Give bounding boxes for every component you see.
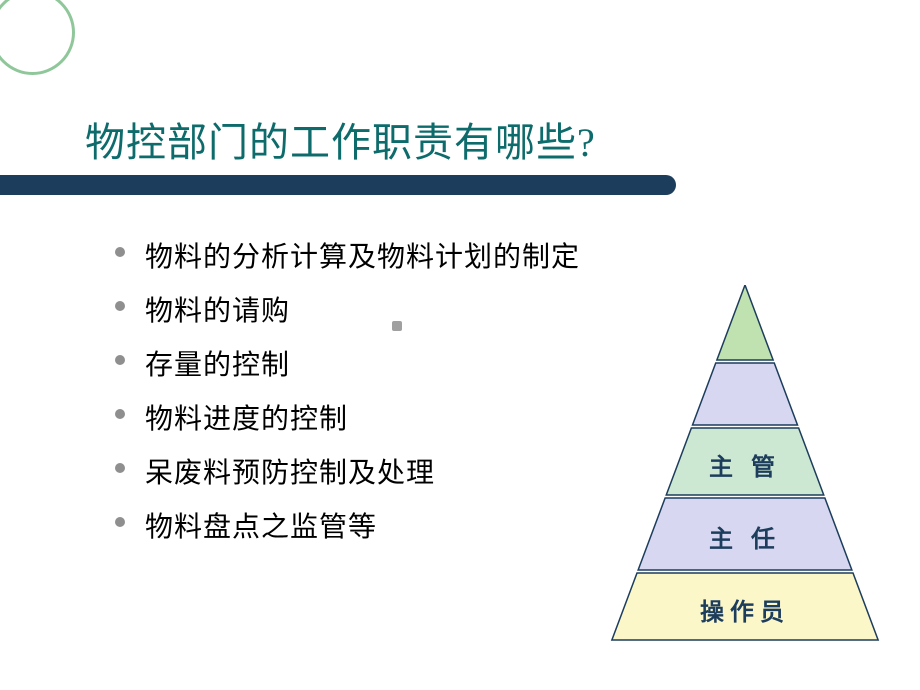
page-indicator-dot	[392, 321, 402, 331]
pyramid-diagram: 主 管主 任操作员	[610, 285, 880, 645]
bullet-item: 物料盘点之监管等	[115, 505, 580, 545]
pyramid-level-0	[717, 285, 773, 360]
bullet-list: 物料的分析计算及物料计划的制定物料的请购存量的控制物料进度的控制呆废料预防控制及…	[115, 235, 580, 559]
title-underline	[0, 175, 656, 195]
pyramid-level-1	[693, 363, 798, 425]
bullet-item: 物料的分析计算及物料计划的制定	[115, 235, 580, 275]
pyramid-label: 主 任	[610, 519, 880, 554]
slide-title: 物控部门的工作职责有哪些?	[85, 110, 596, 168]
bullet-item: 呆废料预防控制及处理	[115, 451, 580, 491]
pyramid-label: 主 管	[610, 447, 880, 482]
bullet-item: 存量的控制	[115, 343, 580, 383]
corner-accent-circle	[0, 0, 75, 75]
pyramid-label: 操作员	[610, 592, 880, 627]
title-underline-end	[656, 175, 676, 195]
bullet-item: 物料进度的控制	[115, 397, 580, 437]
bullet-item: 物料的请购	[115, 289, 580, 329]
